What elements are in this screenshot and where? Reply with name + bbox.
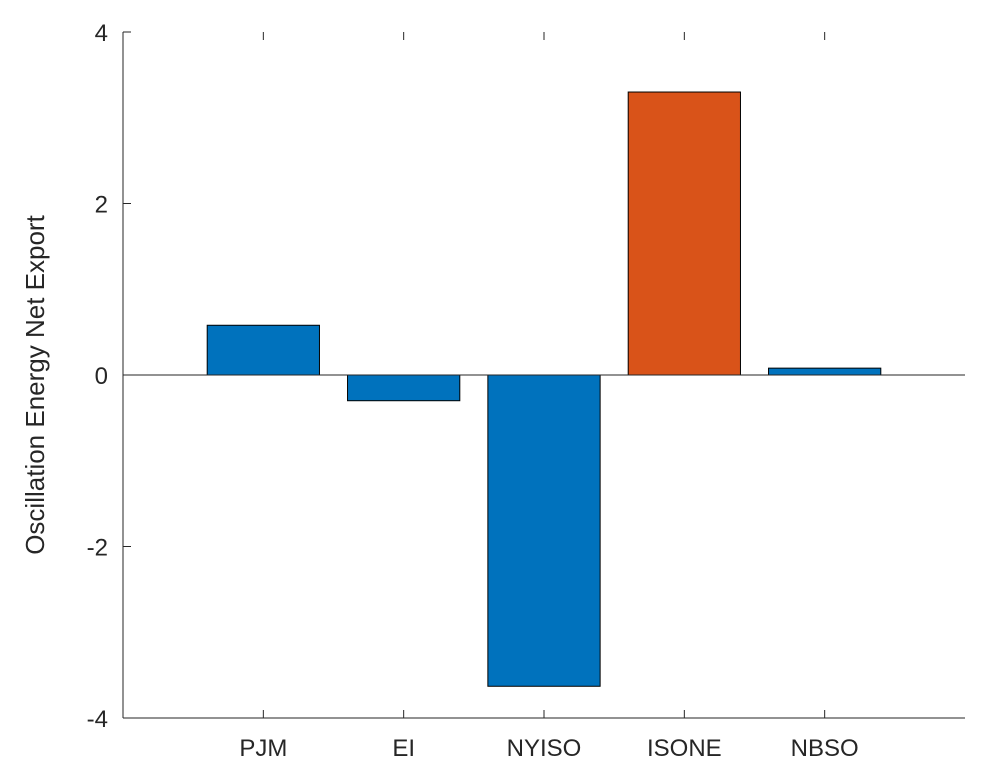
x-tick-label: PJM — [239, 735, 287, 760]
x-tick-label: EI — [392, 735, 415, 760]
y-tick-label: -4 — [87, 706, 108, 733]
bars-layer — [206, 91, 882, 687]
y-tick-label: 4 — [95, 20, 108, 47]
y-tick-label: 0 — [95, 363, 108, 390]
labels-layer: -4 -2 0 2 4 PJM EI NYISO ISONE NBSO — [87, 20, 859, 762]
y-tick-label: 2 — [95, 192, 108, 219]
bar-nyiso — [487, 374, 601, 687]
bar-nbso — [768, 367, 882, 376]
x-tick-label: NYISO — [507, 735, 582, 760]
x-tick-label: NBSO — [791, 735, 859, 760]
y-tick-label: -2 — [87, 535, 108, 562]
y-axis-label: Oscillation Energy Net Export — [20, 214, 50, 554]
x-tick-label: ISONE — [647, 735, 722, 760]
bar-ei — [347, 374, 461, 402]
bar-pjm — [206, 324, 320, 376]
axes-layer — [122, 31, 965, 719]
bar-isone — [627, 91, 741, 376]
